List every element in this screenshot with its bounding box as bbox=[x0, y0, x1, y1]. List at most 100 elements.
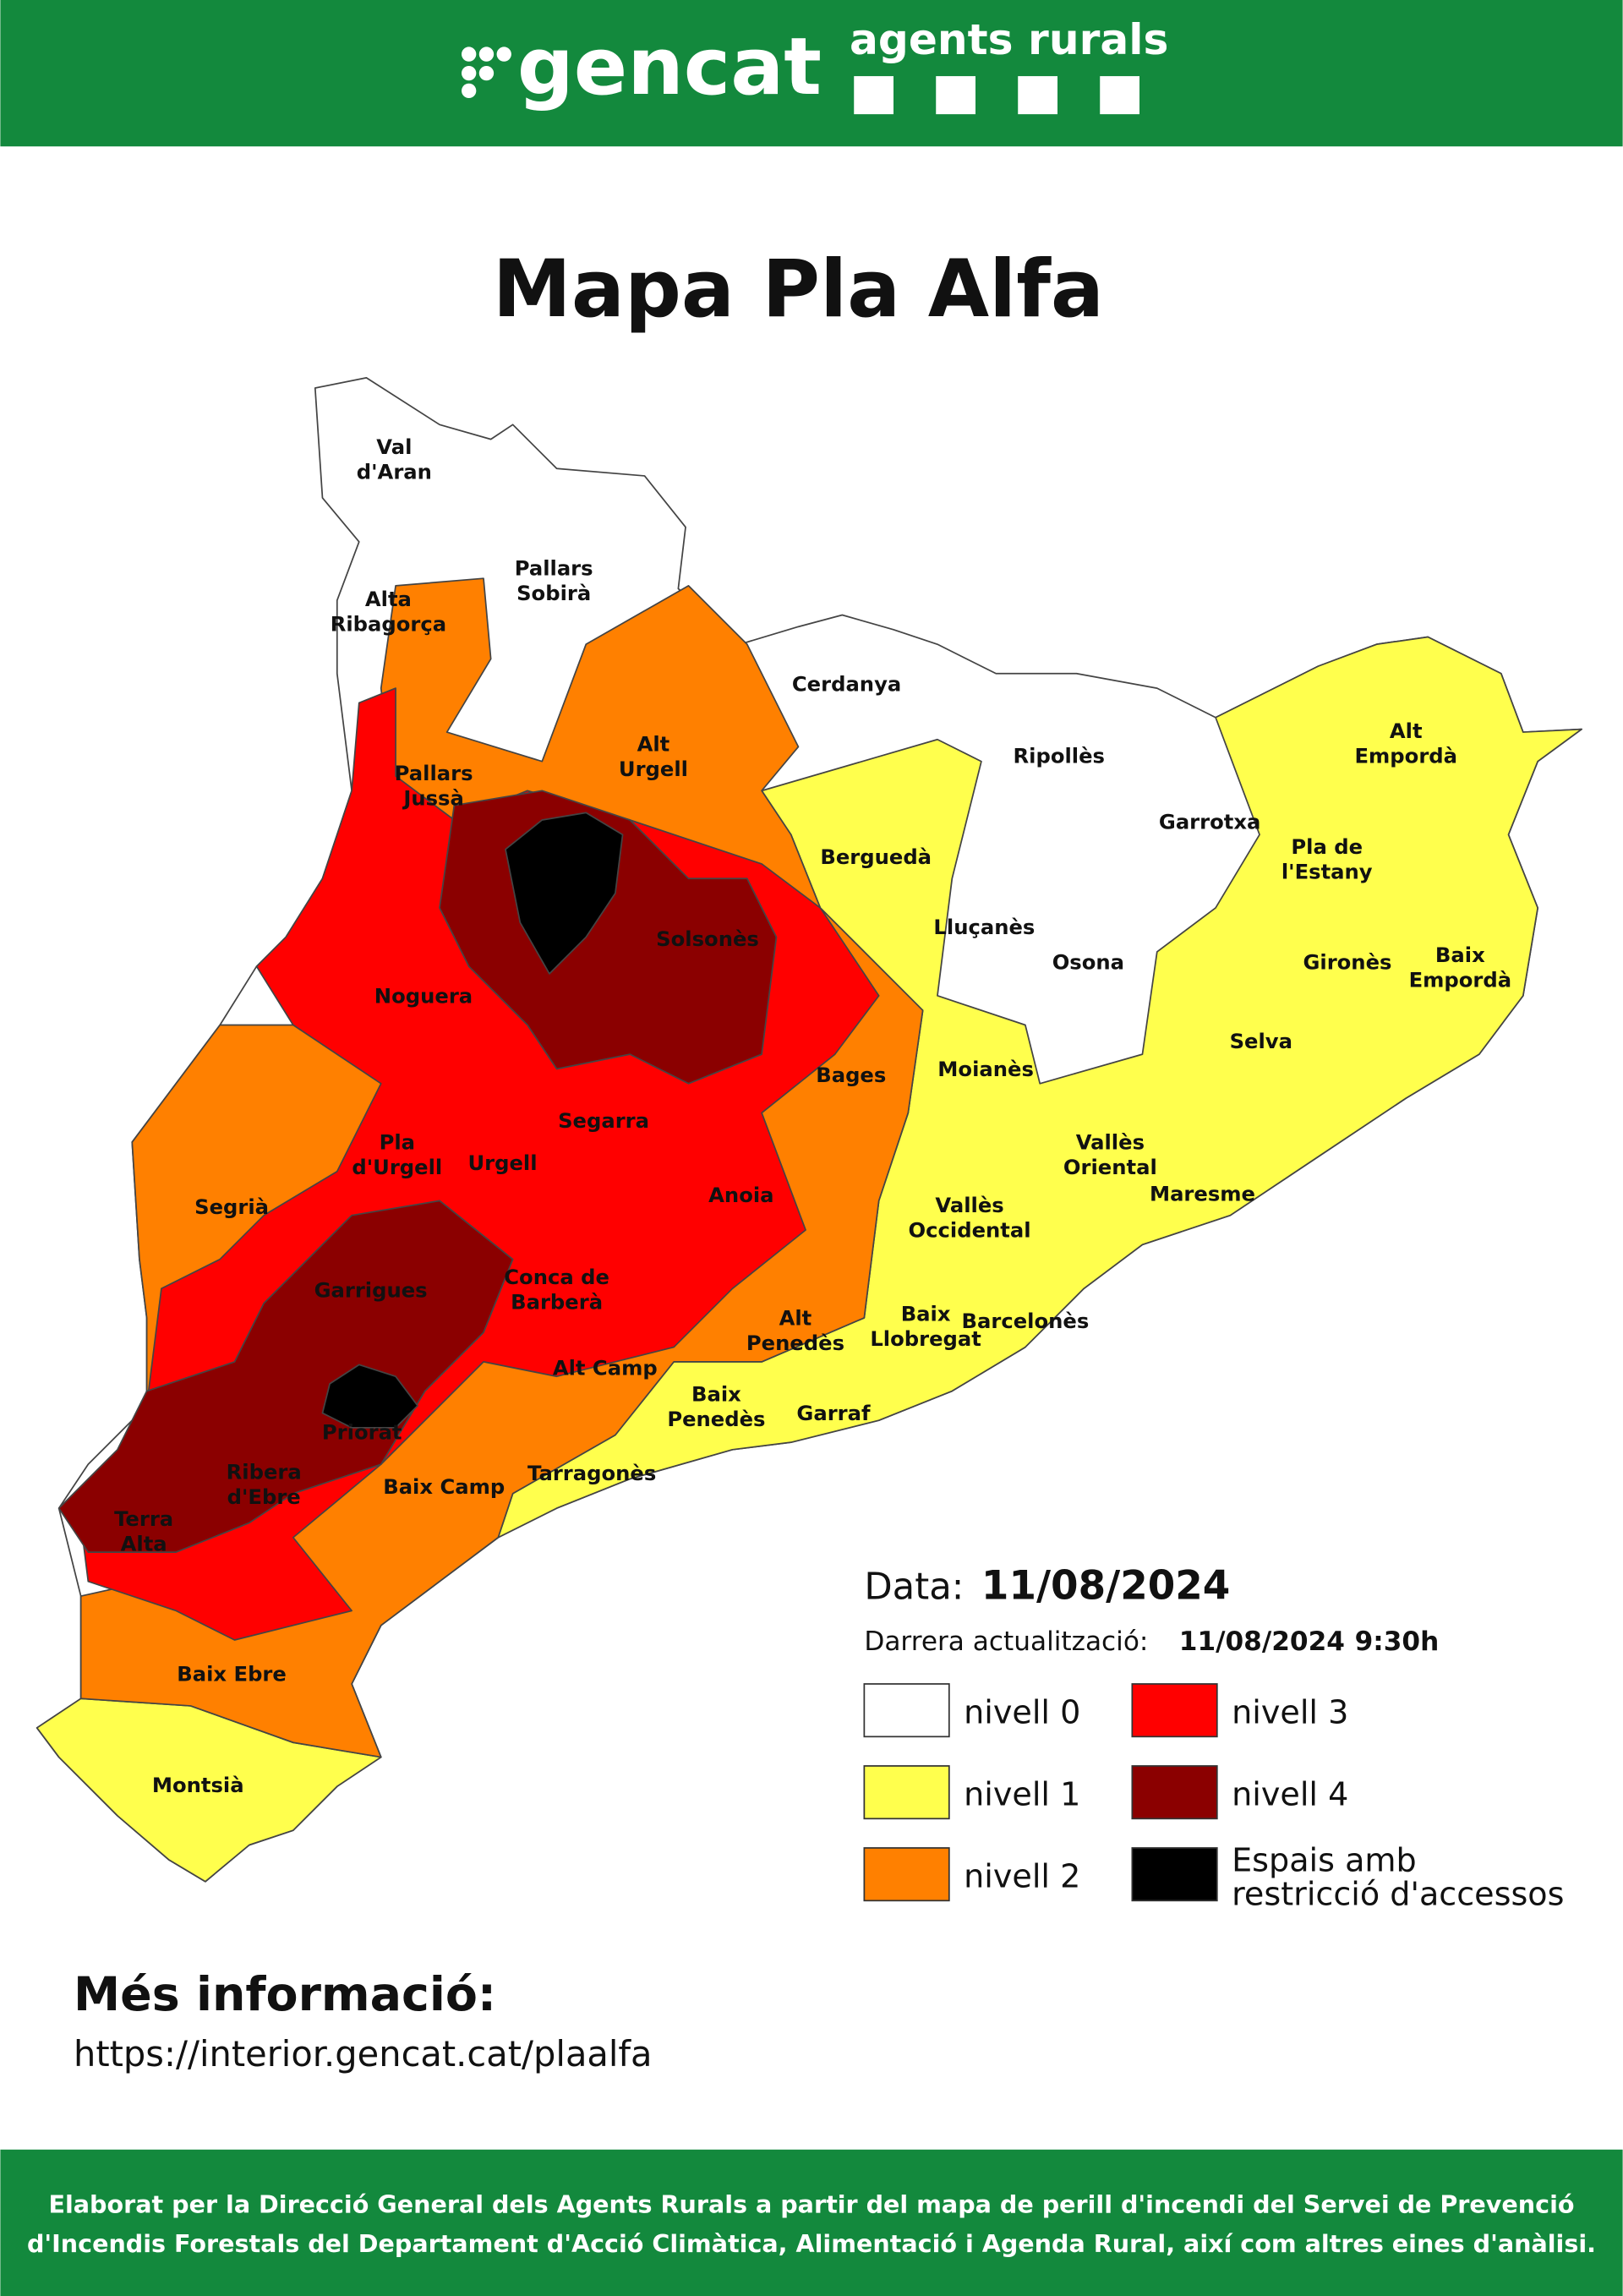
region-label-line: Pallars bbox=[395, 761, 473, 785]
legend-label: Espais amb restricció d'accessos bbox=[1232, 1842, 1564, 1913]
legend-label: nivell 2 bbox=[964, 1858, 1080, 1895]
footer-bar bbox=[0, 2149, 1623, 2296]
region-label: Lluçanès bbox=[933, 915, 1035, 939]
region-label-line: Urgell bbox=[467, 1151, 537, 1175]
logo: gencat bbox=[517, 21, 822, 113]
region-label: Terra Alta bbox=[114, 1506, 173, 1555]
region-label: Anoia bbox=[708, 1183, 773, 1207]
title: Mapa Pla Alfa bbox=[493, 243, 1104, 336]
gencat-dots bbox=[462, 46, 511, 99]
region-label-line: Ribagorça bbox=[331, 612, 446, 637]
region-label: Alt Penedès bbox=[746, 1306, 844, 1355]
region-label: Pallars Jussà bbox=[395, 761, 473, 810]
legend-label-line: nivell 0 bbox=[964, 1694, 1080, 1731]
region-label-line: Cerdanya bbox=[792, 672, 901, 697]
region-label: Alt Empordà bbox=[1354, 719, 1457, 768]
region-label-line: Bages bbox=[816, 1063, 886, 1087]
region-label-line: Segarra bbox=[558, 1108, 649, 1133]
region-label-line: Pla bbox=[380, 1130, 415, 1155]
region-label-line: Oriental bbox=[1063, 1155, 1157, 1179]
footer-line: Elaborat per la Direcció General dels Ag… bbox=[48, 2189, 1574, 2218]
region-label-line: Occidental bbox=[909, 1218, 1031, 1243]
legend-label: nivell 1 bbox=[964, 1776, 1080, 1813]
region-label: Garrotxa bbox=[1159, 809, 1260, 834]
region-label: Segrià bbox=[194, 1194, 269, 1219]
region-label-line: Jussà bbox=[402, 786, 464, 811]
legend-swatch bbox=[863, 1683, 950, 1738]
brand: agents rurals bbox=[850, 14, 1168, 64]
region-label: Ribera d'Ebre bbox=[227, 1459, 302, 1508]
region-label: Baix Penedès bbox=[667, 1382, 765, 1431]
region-label-line: Alt bbox=[1390, 719, 1423, 743]
footer-line: d'Incendis Forestals del Departament d'A… bbox=[27, 2229, 1596, 2258]
region-label-line: Penedès bbox=[746, 1331, 844, 1355]
update-date: 11/08/2024 bbox=[1179, 1626, 1345, 1657]
region-label-line: Val bbox=[376, 435, 412, 459]
region-label-line: d'Aran bbox=[357, 459, 432, 484]
region-label-line: Tarragonès bbox=[527, 1461, 656, 1485]
region-label: Priorat bbox=[322, 1420, 402, 1445]
region-label: Vallès Occidental bbox=[909, 1193, 1031, 1242]
region-label: Barcelonès bbox=[962, 1309, 1090, 1333]
region-label-line: Garraf bbox=[796, 1401, 871, 1425]
region-label-line: Moianès bbox=[937, 1057, 1034, 1081]
map bbox=[36, 377, 1582, 1883]
region-label-line: Urgell bbox=[619, 757, 688, 781]
region-label-line: Garrigues bbox=[314, 1278, 428, 1303]
legend-label-line: restricció d'accessos bbox=[1232, 1876, 1564, 1913]
region-label: Baix Empordà bbox=[1409, 943, 1512, 992]
region-label-line: Montsià bbox=[152, 1773, 244, 1797]
legend: nivell 0 nivell 1 nivell 2 nivell 3 nivell 4… bbox=[863, 1683, 1564, 1913]
region-label: Conca de Barberà bbox=[504, 1265, 609, 1314]
region-label-line: Osona bbox=[1052, 950, 1124, 975]
region-label-line: Sobirà bbox=[516, 581, 591, 605]
region-label-line: Ribera bbox=[227, 1459, 302, 1484]
legend-label-line: nivell 4 bbox=[1232, 1776, 1348, 1813]
more-info-title: Més informació: bbox=[74, 1968, 496, 2022]
region-label-line: Pla de bbox=[1291, 834, 1363, 859]
region-label-line: d'Ebre bbox=[227, 1484, 301, 1509]
region-label-line: Garrotxa bbox=[1159, 809, 1260, 834]
region-label-line: Alta bbox=[121, 1531, 167, 1555]
map-zone bbox=[57, 1200, 514, 1553]
region-label-line: Conca de bbox=[504, 1265, 609, 1289]
region-label: Segarra bbox=[558, 1108, 649, 1133]
map-zone bbox=[505, 812, 624, 975]
region-label-line: Empordà bbox=[1354, 743, 1457, 768]
more-info-url: https://interior.gencat.cat/plaalfa bbox=[74, 2033, 653, 2075]
region-label-line: Ripollès bbox=[1013, 743, 1105, 768]
region-label-line: Barberà bbox=[511, 1290, 603, 1315]
header-bar bbox=[0, 0, 1623, 147]
region-label: Cerdanya bbox=[792, 672, 901, 697]
region-label-line: Baix bbox=[1435, 943, 1485, 967]
region-label: Baix Llobregat bbox=[870, 1301, 981, 1350]
region-label: Bages bbox=[816, 1063, 886, 1087]
region-label-line: Vallès bbox=[935, 1193, 1003, 1217]
region-label: Montsià bbox=[152, 1773, 244, 1797]
region-label-line: Gironès bbox=[1303, 950, 1391, 975]
legend-label: nivell 3 bbox=[1232, 1694, 1348, 1731]
region-label: Solsonès bbox=[656, 927, 759, 951]
region-label-line: Barcelonès bbox=[962, 1309, 1090, 1333]
region-label-line: Empordà bbox=[1409, 967, 1512, 992]
region-label-line: Llobregat bbox=[870, 1326, 981, 1351]
region-label: Selva bbox=[1230, 1029, 1292, 1053]
region-label: Osona bbox=[1052, 950, 1124, 975]
date-label: Data: bbox=[864, 1566, 964, 1609]
legend-label-line: nivell 2 bbox=[964, 1858, 1080, 1895]
region-label: Moianès bbox=[937, 1057, 1034, 1081]
region-label: Alta Ribagorça bbox=[331, 587, 446, 636]
region-label: Baix Ebre bbox=[177, 1662, 287, 1686]
region-label-line: Baix bbox=[691, 1382, 741, 1407]
region-label: Maresme bbox=[1150, 1181, 1255, 1205]
region-label: Vallès Oriental bbox=[1063, 1130, 1157, 1179]
region-label: Noguera bbox=[374, 984, 473, 1009]
region-label-line: Baix bbox=[901, 1301, 951, 1326]
region-label: Gironès bbox=[1303, 950, 1391, 975]
region-label: Val d'Aran bbox=[357, 435, 432, 484]
map-zone bbox=[321, 1364, 418, 1429]
region-label-line: Priorat bbox=[322, 1420, 402, 1445]
region-label-line: Selva bbox=[1230, 1029, 1292, 1053]
